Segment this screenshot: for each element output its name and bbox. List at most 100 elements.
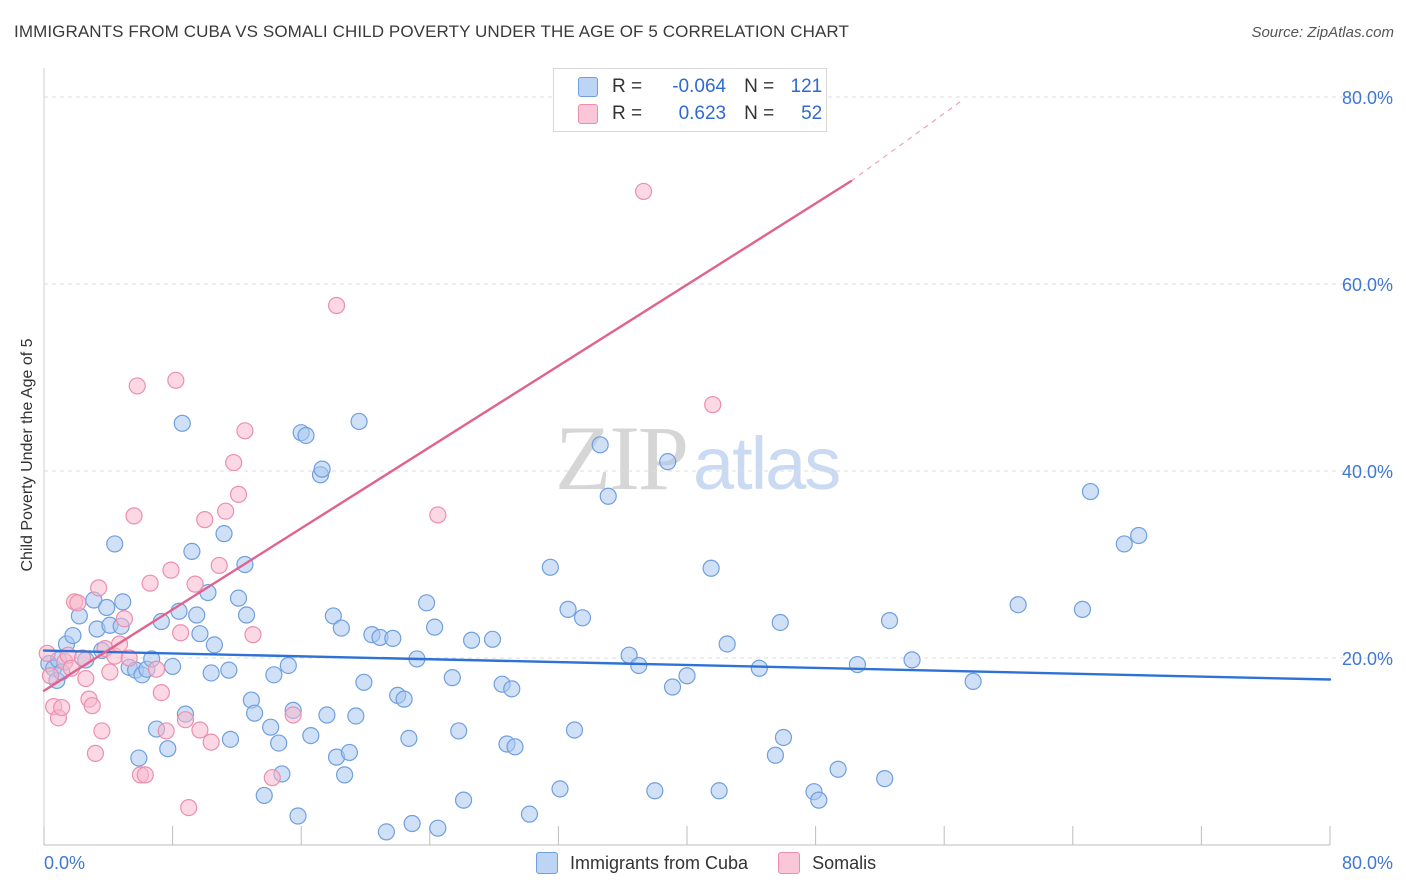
cuba-point [332,619,350,637]
cuba-point [302,727,320,745]
legend-swatch-somali [578,104,598,124]
somali-point [172,624,190,642]
cuba-point [750,659,768,677]
cuba-point [1130,526,1148,545]
somali-point [202,733,220,751]
somali-point [236,422,254,440]
watermark-atlas: atlas [693,422,841,505]
somali-point [86,744,105,762]
chart-title: IMMIGRANTS FROM CUBA VS SOMALI CHILD POV… [14,22,849,41]
cuba-point [188,606,206,624]
cuba-point [229,589,248,607]
somali-point [634,182,653,201]
legend-n-label: N = [744,76,775,97]
cuba-point [297,426,315,445]
cuba-point [659,453,677,471]
somali-point [327,296,346,315]
cuba-point [810,791,828,809]
cuba-point [462,631,481,649]
somali-point [90,579,108,597]
cuba-point [829,760,847,778]
cuba-point [599,487,617,505]
somali-point [229,485,248,503]
series-label-cuba: Immigrants from Cuba [570,852,749,873]
cuba-point [429,819,447,837]
cuba-point [237,606,256,624]
cuba-trend-line [42,649,1332,681]
cuba-point [98,598,116,617]
y-tick-label: 60.0% [1342,275,1393,295]
cuba-point [454,791,473,809]
cuba-point [520,805,539,823]
somali-point [162,561,180,579]
watermark: ZIPatlas [555,405,841,511]
cuba-point [395,690,413,708]
somali-point [69,594,87,612]
cuba-point [202,664,220,682]
cuba-point [591,436,609,454]
somali-point [101,663,119,681]
legend-row-cuba: R = -0.064 N = 121 [578,74,822,100]
cuba-point [245,704,264,722]
somali-point [125,507,143,525]
somali-point [77,669,95,688]
somali-point [157,722,175,740]
cuba-point [191,625,209,643]
cuba-point [774,728,793,747]
cuba-point [347,707,365,725]
cuba-point [450,722,468,740]
cuba-point [270,734,288,752]
y-tick-label: 80.0% [1342,88,1393,108]
somali-point [93,722,111,740]
somali-trend-extension [850,101,961,182]
somali-trend-line [42,179,853,692]
cuba-point [64,626,82,645]
cuba-point [964,672,982,690]
correlation-legend: R = -0.064 N = 121 R = 0.623 N = 52 [553,68,827,132]
series-legend: Immigrants from Cuba Somalis [536,852,906,874]
somali-point [128,377,146,395]
cuba-point [1081,482,1100,501]
legend-swatch-cuba [578,77,598,97]
somali-point [141,574,159,592]
cuba-point [279,656,297,675]
somali-point [210,556,228,575]
legend-r-label: R = [612,76,643,97]
cuba-point [255,786,273,805]
somali-point [115,610,133,628]
somali-point [263,769,281,787]
somali-point [152,683,170,702]
cuba-point [265,666,283,684]
somali-point [147,660,166,678]
cuba-point [678,667,696,685]
cuba-point [630,656,648,675]
cuba-point [350,412,368,431]
cuba-point [324,607,342,625]
somali-point [120,649,138,667]
cuba-point [1115,535,1133,553]
somali-point [704,396,722,414]
cuba-point [106,535,124,553]
cuba-point [573,609,592,627]
cuba-point [403,814,421,833]
cuba-point [663,678,682,696]
legend-r-value-cuba: -0.064 [672,76,727,97]
series-legend-somali: Somalis [778,852,876,874]
somali-point [176,711,195,729]
series-swatch-somali [778,852,801,874]
y-tick-label: 40.0% [1342,462,1393,482]
cuba-point [559,600,577,618]
source-credit: Source: ZipAtlas.com [1251,24,1394,41]
cuba-point [702,559,720,577]
legend-n-label: N = [744,103,775,124]
cuba-point [541,558,559,576]
somali-point [41,667,60,685]
legend-r-value-somali: 0.623 [678,103,727,124]
cuba-point [183,542,201,561]
somali-point [83,697,101,715]
series-legend-cuba: Immigrants from Cuba [536,852,748,874]
x-tick-label: 0.0% [44,853,85,873]
somali-point [167,371,185,389]
legend-r-label: R = [612,103,643,124]
